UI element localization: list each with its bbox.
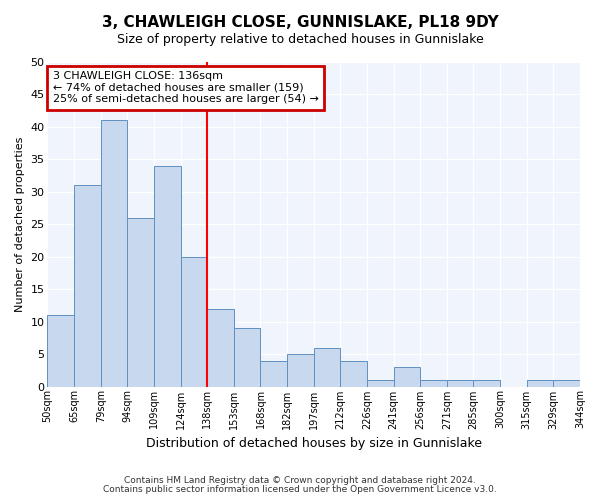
- Text: Size of property relative to detached houses in Gunnislake: Size of property relative to detached ho…: [116, 32, 484, 46]
- Text: Contains HM Land Registry data © Crown copyright and database right 2024.: Contains HM Land Registry data © Crown c…: [124, 476, 476, 485]
- Bar: [473, 380, 500, 386]
- Bar: [527, 380, 553, 386]
- Text: 3, CHAWLEIGH CLOSE, GUNNISLAKE, PL18 9DY: 3, CHAWLEIGH CLOSE, GUNNISLAKE, PL18 9DY: [101, 15, 499, 30]
- Bar: [127, 218, 154, 386]
- Bar: [367, 380, 394, 386]
- Text: Contains public sector information licensed under the Open Government Licence v3: Contains public sector information licen…: [103, 485, 497, 494]
- Bar: [207, 308, 234, 386]
- Bar: [181, 256, 207, 386]
- Bar: [101, 120, 127, 386]
- Bar: [314, 348, 340, 387]
- Bar: [260, 360, 287, 386]
- Text: 3 CHAWLEIGH CLOSE: 136sqm
← 74% of detached houses are smaller (159)
25% of semi: 3 CHAWLEIGH CLOSE: 136sqm ← 74% of detac…: [53, 72, 319, 104]
- Bar: [420, 380, 447, 386]
- Bar: [394, 367, 420, 386]
- Bar: [47, 315, 74, 386]
- Y-axis label: Number of detached properties: Number of detached properties: [15, 136, 25, 312]
- Bar: [553, 380, 580, 386]
- Bar: [340, 360, 367, 386]
- Bar: [447, 380, 473, 386]
- X-axis label: Distribution of detached houses by size in Gunnislake: Distribution of detached houses by size …: [146, 437, 482, 450]
- Bar: [154, 166, 181, 386]
- Bar: [74, 185, 101, 386]
- Bar: [287, 354, 314, 386]
- Bar: [234, 328, 260, 386]
